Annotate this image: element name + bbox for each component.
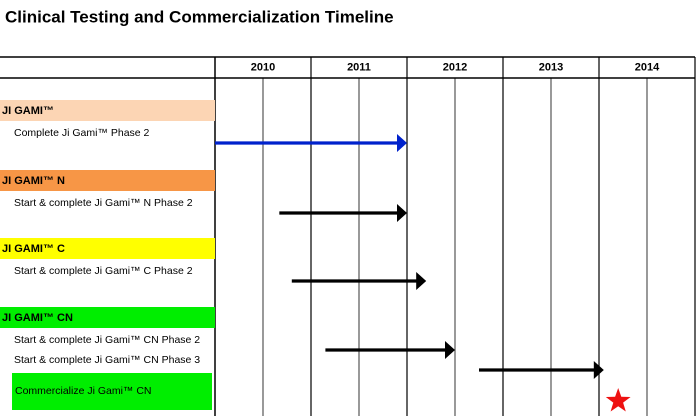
group-band	[0, 307, 215, 328]
group-label: JI GAMI™ C	[2, 243, 65, 255]
group-label: JI GAMI™	[2, 105, 54, 117]
group-band	[0, 100, 215, 121]
task-label: Start & complete Ji Gami™ C Phase 2	[14, 265, 193, 277]
arrow-head	[445, 341, 455, 359]
task-arrow	[479, 361, 604, 379]
task-label: Complete Ji Gami™ Phase 2	[14, 127, 150, 139]
task-label: Start & complete Ji Gami™ N Phase 2	[14, 197, 193, 209]
year-label: 2011	[347, 61, 371, 73]
year-label: 2012	[443, 61, 467, 73]
task-arrow	[279, 204, 407, 222]
task-label: Start & complete Ji Gami™ CN Phase 3	[14, 354, 200, 366]
group-label: JI GAMI™ CN	[2, 312, 73, 324]
task-label: Commercialize Ji Gami™ CN	[15, 385, 152, 397]
task-arrow	[291, 272, 427, 290]
year-label: 2010	[251, 61, 275, 73]
year-label: 2013	[539, 61, 563, 73]
task-arrow	[325, 341, 455, 359]
task-arrow	[215, 134, 407, 152]
group-band	[0, 238, 215, 259]
task-label: Start & complete Ji Gami™ CN Phase 2	[14, 334, 200, 346]
arrow-head	[397, 204, 407, 222]
arrow-head	[593, 361, 604, 379]
chart-title: Clinical Testing and Commercialization T…	[5, 7, 394, 26]
arrow-head	[416, 272, 427, 290]
milestone-star	[605, 388, 631, 412]
year-label: 2014	[635, 61, 660, 73]
arrow-head	[397, 134, 407, 152]
milestone-band	[12, 373, 212, 410]
group-band	[0, 170, 215, 191]
group-label: JI GAMI™ N	[2, 175, 65, 187]
